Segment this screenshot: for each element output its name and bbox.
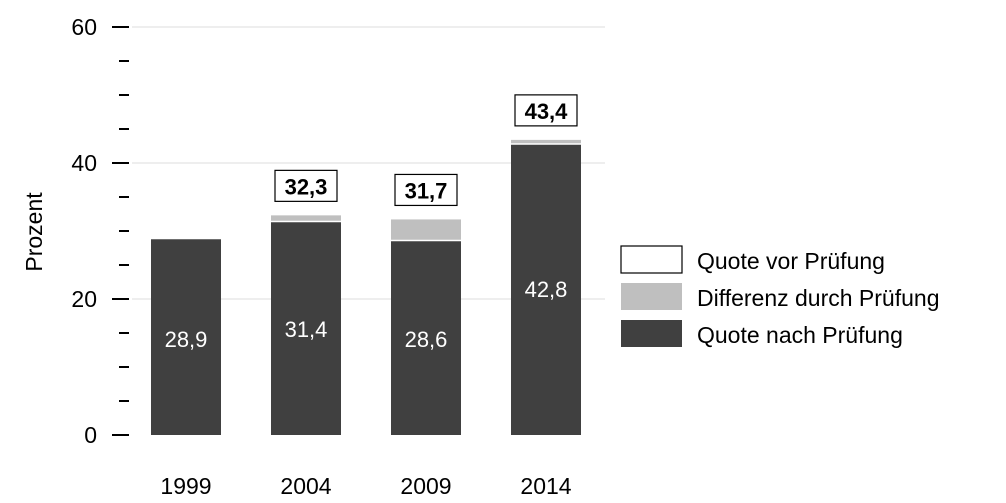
bar-quote-nach-pruefung — [511, 143, 581, 435]
y-tick-label: 40 — [71, 150, 97, 176]
bar-differenz-durch-pruefung — [391, 219, 461, 241]
bar-value-label: 28,9 — [165, 327, 208, 352]
legend-label: Differenz durch Prüfung — [697, 285, 940, 311]
bar-value-label: 42,8 — [525, 277, 568, 302]
bars: 28,9 31,4 32,3 28,6 31,7 42,8 43,4 — [151, 94, 581, 435]
bar-value-label: 28,6 — [405, 327, 448, 352]
legend-swatch — [621, 283, 682, 310]
bar-differenz-durch-pruefung — [511, 139, 581, 144]
y-axis: 0 20 40 60 — [71, 14, 129, 448]
legend: Quote vor Prüfung Differenz durch Prüfung… — [620, 245, 940, 348]
legend-label: Quote vor Prüfung — [697, 248, 885, 274]
total-value-label: 32,3 — [285, 174, 328, 199]
bar-quote-nach-pruefung — [151, 238, 221, 435]
total-value-label: 43,4 — [525, 99, 569, 124]
bar-value-label: 31,4 — [285, 317, 328, 342]
bar-differenz-durch-pruefung — [271, 215, 341, 222]
bar-quote-nach-pruefung — [271, 221, 341, 435]
y-tick-label: 20 — [71, 286, 97, 312]
legend-swatch — [621, 320, 682, 347]
legend-swatch — [620, 245, 683, 274]
x-tick-label: 2014 — [520, 473, 571, 499]
x-tick-label: 2004 — [280, 473, 331, 499]
total-label-box — [514, 94, 578, 127]
x-tick-label: 2009 — [400, 473, 451, 499]
bar-quote-nach-pruefung — [391, 240, 461, 435]
legend-label: Quote nach Prüfung — [697, 322, 903, 348]
total-value-label: 31,7 — [405, 178, 448, 203]
total-label-box — [274, 169, 338, 202]
y-tick-label: 60 — [71, 14, 97, 40]
x-tick-labels: 1999 2004 2009 2014 — [160, 473, 571, 499]
y-tick-label: 0 — [84, 422, 97, 448]
y-axis-title: Prozent — [21, 192, 47, 272]
x-tick-label: 1999 — [160, 473, 211, 499]
total-label-box — [394, 173, 458, 207]
